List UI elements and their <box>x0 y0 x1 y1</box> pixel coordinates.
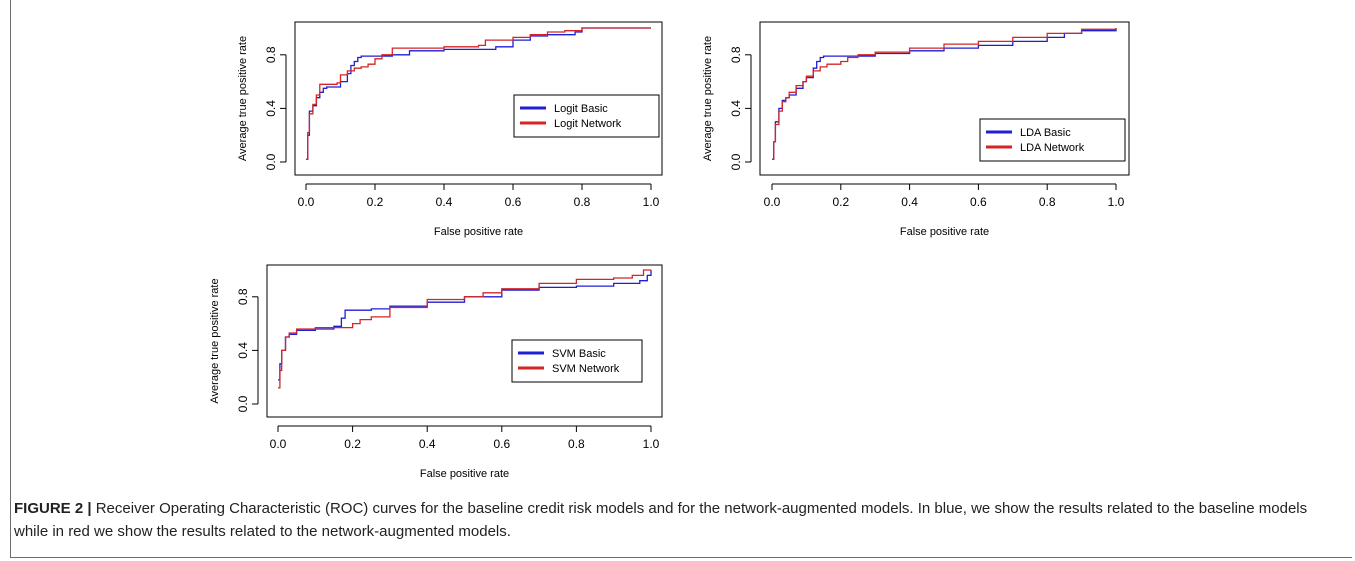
x-tick-label: 0.0 <box>270 437 287 451</box>
y-tick-label: 0.8 <box>729 46 743 63</box>
x-axis-label: False positive rate <box>900 226 989 238</box>
x-tick-label: 0.6 <box>970 195 987 209</box>
plot-frame <box>759 21 1130 176</box>
legend-label: Logit Network <box>554 118 622 130</box>
y-tick-label: 0.8 <box>236 288 250 305</box>
y-tick-label: 0.4 <box>264 100 278 117</box>
x-tick-label: 0.2 <box>832 195 849 209</box>
figure-label: FIGURE 2 | <box>14 500 92 517</box>
roc-chart-lda: 0.0 0.2 0.4 0.6 0.8 1.0 False positive rate 0.0… <box>702 21 1130 238</box>
x-tick-label: 0.8 <box>574 195 591 209</box>
x-tick-label: 0.0 <box>764 195 781 209</box>
x-tick-label: 0.4 <box>436 195 453 209</box>
figure-caption: FIGURE 2 | Receiver Operating Characteri… <box>14 497 1344 543</box>
roc-chart-logit: 0.0 0.2 0.4 0.6 0.8 1.0 False positive rate 0.0… <box>237 21 663 238</box>
roc-charts: 0.0 0.2 0.4 0.6 0.8 1.0 False positive rate 0.0… <box>209 21 1130 480</box>
y-tick-label: 0.8 <box>264 46 278 63</box>
x-tick-label: 1.0 <box>643 195 660 209</box>
y-tick-label: 0.4 <box>236 342 250 359</box>
legend: LDA Basic LDA Network <box>979 118 1126 162</box>
x-tick-label: 0.2 <box>344 437 361 451</box>
x-tick-label: 0.0 <box>298 195 315 209</box>
legend-label: Logit Basic <box>554 103 608 115</box>
legend-box <box>513 94 660 138</box>
x-axis-label: False positive rate <box>434 226 523 238</box>
figure-caption-text: Receiver Operating Characteristic (ROC) … <box>14 500 1308 540</box>
x-tick-label: 0.8 <box>568 437 585 451</box>
figure-frame <box>10 0 1352 558</box>
x-tick-label: 0.8 <box>1039 195 1056 209</box>
x-tick-label: 0.2 <box>367 195 384 209</box>
y-tick-label: 0.0 <box>729 153 743 170</box>
x-tick-label: 0.6 <box>505 195 522 209</box>
series-line-1 <box>772 28 1117 160</box>
legend-label: LDA Network <box>1020 142 1085 154</box>
x-axis-label: False positive rate <box>420 468 509 480</box>
legend-label: SVM Basic <box>552 348 606 360</box>
y-axis-label: Average true positive rate <box>209 278 221 403</box>
legend-label: LDA Basic <box>1020 127 1071 139</box>
legend: SVM Basic SVM Network <box>511 339 643 383</box>
plot-frame <box>266 264 663 418</box>
series-line-1 <box>306 27 651 160</box>
x-tick-label: 1.0 <box>1108 195 1125 209</box>
series-line-1 <box>278 269 651 389</box>
legend-box <box>511 339 643 383</box>
y-axis-label: Average true positive rate <box>237 36 249 161</box>
y-tick-label: 0.4 <box>729 100 743 117</box>
roc-chart-svm: 0.0 0.2 0.4 0.6 0.8 1.0 False positive rate 0.0… <box>209 264 663 480</box>
x-tick-label: 0.4 <box>419 437 436 451</box>
x-tick-label: 1.0 <box>643 437 660 451</box>
legend: Logit Basic Logit Network <box>513 94 660 138</box>
series-line-0 <box>306 27 651 160</box>
x-tick-label: 0.4 <box>901 195 918 209</box>
x-tick-label: 0.6 <box>493 437 510 451</box>
legend-box <box>979 118 1126 162</box>
y-tick-label: 0.0 <box>236 395 250 412</box>
y-tick-label: 0.0 <box>264 153 278 170</box>
y-axis-label: Average true positive rate <box>702 36 714 161</box>
plot-frame <box>294 21 663 176</box>
legend-label: SVM Network <box>552 363 620 375</box>
